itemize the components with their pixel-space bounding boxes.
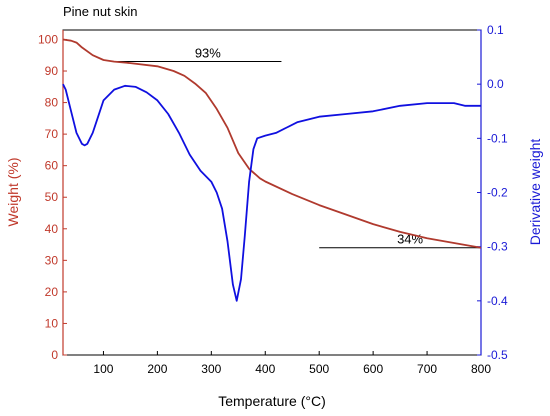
series-group xyxy=(62,38,482,302)
left-tick-label: 80 xyxy=(45,96,59,110)
x-tick-label: 300 xyxy=(201,362,221,376)
x-tick-label: 800 xyxy=(471,362,491,376)
right-tick-label: -0.1 xyxy=(487,131,508,145)
chart-title: Pine nut skin xyxy=(63,4,137,19)
left-tick-label: 40 xyxy=(45,222,59,236)
left-tick-label: 100 xyxy=(38,32,58,46)
right-tick-label: -0.2 xyxy=(487,186,508,200)
derivative-weight-line xyxy=(62,83,481,302)
left-tick-label: 60 xyxy=(45,159,59,173)
x-tick-label: 600 xyxy=(363,362,383,376)
right-y-axis-label: Derivative weight xyxy=(527,139,543,246)
right-tick-label: 0.0 xyxy=(487,77,504,91)
left-tick-label: 20 xyxy=(45,285,59,299)
x-tick-label: 200 xyxy=(147,362,167,376)
annotations: 93%34% xyxy=(114,46,481,249)
x-axis-label: Temperature (°C) xyxy=(218,393,326,409)
right-tick-label: -0.4 xyxy=(487,294,508,308)
left-tick-label: 70 xyxy=(45,127,59,141)
x-axis: 100 200 300 400 500 600 700 800 xyxy=(93,351,491,376)
left-y-axis: 0 10 20 30 40 50 60 70 80 90 100 xyxy=(38,30,67,362)
left-tick-label: 30 xyxy=(45,253,59,267)
right-tick-label: -0.5 xyxy=(487,348,508,362)
right-tick-label: -0.3 xyxy=(487,240,508,254)
annotation-label: 93% xyxy=(195,46,221,61)
weight-line xyxy=(62,38,482,249)
plot-frame xyxy=(62,29,482,356)
x-tick-label: 400 xyxy=(255,362,275,376)
left-tick-label: 50 xyxy=(45,190,59,204)
x-tick-label: 100 xyxy=(93,362,113,376)
right-y-axis: 0.1 0.0 -0.1 -0.2 -0.3 -0.4 -0.5 xyxy=(477,23,508,362)
x-tick-label: 500 xyxy=(309,362,329,376)
left-tick-label: 90 xyxy=(45,64,59,78)
left-tick-label: 0 xyxy=(51,348,58,362)
x-tick-label: 700 xyxy=(417,362,437,376)
left-tick-label: 10 xyxy=(45,316,59,330)
left-y-axis-label: Weight (%) xyxy=(5,158,21,227)
right-tick-label: 0.1 xyxy=(487,23,504,37)
